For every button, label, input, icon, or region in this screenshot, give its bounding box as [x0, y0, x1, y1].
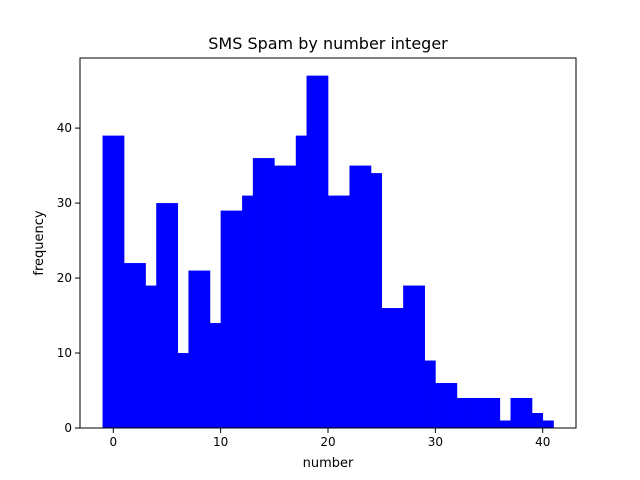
- histogram-bar: [510, 398, 522, 428]
- histogram-bar: [360, 165, 372, 428]
- histogram-bar: [177, 353, 189, 428]
- histogram-bar: [134, 263, 146, 428]
- chart-title: SMS Spam by number integer: [208, 34, 448, 53]
- x-tick-label: 0: [109, 435, 117, 449]
- histogram-bar: [413, 285, 425, 428]
- histogram-bar: [199, 270, 211, 428]
- bars-group: [102, 75, 554, 428]
- y-tick-label: 0: [64, 421, 72, 435]
- histogram-bar: [521, 398, 533, 428]
- x-tick-label: 10: [213, 435, 228, 449]
- plot-frame: [79, 57, 577, 429]
- y-ticks-group: 0 10 20 30 40: [57, 121, 80, 435]
- histogram-bar: [317, 75, 329, 428]
- histogram-bar: [124, 263, 136, 428]
- x-ticks-group: 0 10 20 30 40: [109, 428, 550, 449]
- histogram-bar: [499, 420, 511, 428]
- histogram-bar: [231, 210, 243, 428]
- histogram-bar: [145, 285, 157, 428]
- x-tick-label: 20: [320, 435, 335, 449]
- histogram-bar: [274, 165, 286, 428]
- histogram-bar: [381, 308, 393, 428]
- histogram-bar: [242, 195, 254, 428]
- histogram-bar: [188, 270, 200, 428]
- histogram-bar: [306, 75, 318, 428]
- histogram-bar: [209, 323, 221, 428]
- histogram-bar: [489, 398, 501, 428]
- histogram-bar: [166, 203, 179, 428]
- y-tick-label: 40: [57, 121, 72, 135]
- y-tick-label: 20: [57, 271, 72, 285]
- histogram-bar: [392, 308, 404, 428]
- histogram-bar: [252, 158, 264, 428]
- histogram-bar: [435, 383, 447, 428]
- histogram-bar: [220, 210, 232, 428]
- histogram-bar: [467, 398, 479, 428]
- x-axis-label: number: [303, 456, 354, 471]
- y-tick-label: 30: [57, 196, 72, 210]
- histogram-bar: [102, 135, 114, 428]
- histogram-bar: [478, 398, 490, 428]
- histogram-bar: [113, 135, 125, 428]
- histogram-bar: [285, 165, 297, 428]
- histogram-bar: [531, 413, 544, 428]
- histogram-bar: [349, 165, 361, 428]
- histogram-bar: [403, 285, 415, 428]
- histogram-bar: [542, 420, 554, 428]
- x-tick-label: 40: [535, 435, 550, 449]
- histogram-bar: [424, 360, 436, 428]
- histogram-bar: [456, 398, 468, 428]
- histogram-bar: [263, 158, 275, 428]
- histogram-bar: [338, 195, 350, 428]
- histogram-bar: [370, 173, 383, 428]
- histogram-bar: [295, 135, 307, 428]
- histogram-bar: [328, 195, 340, 428]
- y-axis-label: frequency: [32, 210, 47, 276]
- y-tick-label: 10: [57, 346, 72, 360]
- histogram-bar: [446, 383, 458, 428]
- histogram-bar: [156, 203, 168, 428]
- x-tick-label: 30: [428, 435, 443, 449]
